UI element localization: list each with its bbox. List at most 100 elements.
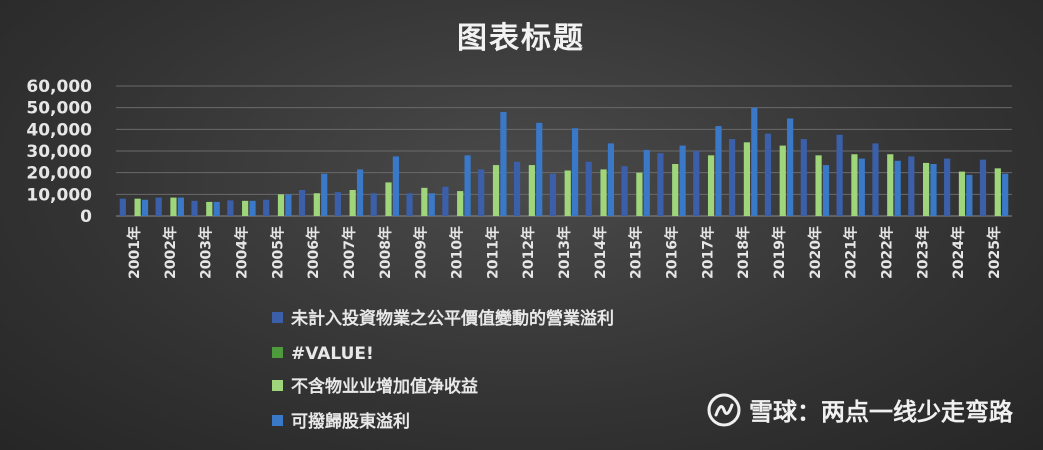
- x-tick-label: 2010年: [448, 226, 465, 279]
- bar: [1002, 173, 1009, 216]
- watermark-text: 雪球：两点一线少走弯路: [749, 398, 1013, 426]
- bar: [787, 118, 794, 216]
- bar: [428, 193, 435, 216]
- legend-label: #VALUE!: [291, 344, 374, 364]
- x-tick-label: 2009年: [413, 226, 430, 279]
- x-tick-label: 2016年: [664, 226, 681, 279]
- bar: [908, 156, 915, 216]
- bar: [134, 198, 141, 216]
- x-tick-label: 2020年: [807, 226, 824, 279]
- x-tick-label: 2015年: [628, 226, 645, 279]
- bar: [298, 190, 306, 216]
- legend-item: 可撥歸股東溢利: [272, 411, 410, 432]
- chart-title: 图表标题: [457, 21, 585, 56]
- bar: [779, 145, 786, 216]
- bar: [636, 172, 643, 216]
- x-tick-label: 2017年: [699, 226, 716, 279]
- bar: [872, 143, 879, 216]
- bar: [923, 162, 930, 216]
- legend-label: 不含物业业增加值净收益: [291, 376, 478, 397]
- bar: [392, 156, 399, 216]
- legend-swatch: [272, 415, 283, 426]
- bar: [979, 159, 987, 216]
- bar: [242, 200, 249, 216]
- bar: [356, 169, 364, 216]
- bar: [944, 158, 951, 216]
- x-axis-ticks: 2001年 2002年 2003年 2004年 2005年 2006年 2007年 2008年…: [126, 226, 1003, 279]
- y-tick-label: 0: [80, 207, 92, 227]
- bar: [693, 151, 700, 216]
- x-tick-label: 2002年: [162, 226, 179, 279]
- x-tick-label: 2006年: [305, 226, 322, 279]
- bar: [679, 145, 686, 216]
- bar: [478, 169, 485, 216]
- bar: [206, 201, 213, 216]
- bars: [119, 107, 1009, 216]
- legend-swatch: [272, 380, 283, 391]
- x-tick-label: 2011年: [484, 226, 501, 279]
- bar: [263, 199, 270, 216]
- x-tick-label: 2007年: [341, 226, 358, 279]
- x-tick-label: 2008年: [377, 226, 394, 279]
- y-tick-label: 50,000: [26, 99, 92, 119]
- bar: [729, 139, 736, 216]
- bar: [815, 155, 822, 216]
- bar: [457, 191, 464, 216]
- bar: [836, 134, 843, 216]
- x-tick-label: 2014年: [592, 226, 609, 279]
- x-tick-label: 2013年: [556, 226, 573, 279]
- legend-swatch: [272, 347, 283, 358]
- bar: [994, 168, 1001, 216]
- bar: [349, 190, 356, 216]
- watermark: 雪球：两点一线少走弯路: [707, 392, 1013, 427]
- bar: [715, 126, 722, 216]
- bar: [751, 107, 758, 216]
- x-tick-label: 2001年: [126, 226, 143, 279]
- bar: [657, 153, 664, 216]
- legend-swatch: [272, 312, 283, 323]
- bar: [277, 194, 285, 216]
- x-tick-label: 2005年: [269, 226, 286, 279]
- bar: [370, 193, 377, 216]
- x-tick-label: 2025年: [986, 226, 1003, 279]
- x-tick-label: 2024年: [950, 226, 967, 279]
- bar: [155, 197, 162, 216]
- bar: [464, 155, 471, 216]
- bar: [406, 193, 413, 216]
- bar: [385, 182, 392, 216]
- bar: [528, 165, 535, 216]
- bar: [119, 198, 126, 216]
- bar: [536, 122, 543, 216]
- bar: [285, 194, 292, 216]
- bar: [421, 187, 428, 216]
- bar: [585, 161, 592, 216]
- x-tick-label: 2022年: [879, 226, 896, 279]
- bar: [894, 160, 901, 216]
- x-tick-label: 2021年: [843, 226, 860, 279]
- bar: [177, 197, 184, 216]
- y-tick-label: 20,000: [26, 164, 92, 184]
- bar: [743, 142, 750, 216]
- bar: [643, 149, 650, 216]
- bar: [213, 201, 220, 216]
- bar: [851, 154, 858, 216]
- bar: [191, 200, 198, 216]
- bar: [764, 133, 772, 216]
- bar: [564, 170, 571, 216]
- bar: [492, 165, 500, 216]
- bar: [334, 192, 341, 216]
- legend-label: 未計入投資物業之公平價值變動的營業溢利: [290, 308, 614, 329]
- x-tick-label: 2003年: [198, 226, 215, 279]
- bar: [822, 165, 830, 216]
- x-tick-label: 2019年: [771, 226, 788, 279]
- bar: [607, 143, 615, 216]
- x-tick-label: 2023年: [914, 226, 931, 279]
- legend-label: 可撥歸股東溢利: [291, 411, 410, 432]
- bar: [321, 173, 328, 216]
- bar: [549, 173, 556, 216]
- bar: [858, 158, 865, 216]
- bar: [500, 112, 507, 216]
- bar: [707, 155, 715, 216]
